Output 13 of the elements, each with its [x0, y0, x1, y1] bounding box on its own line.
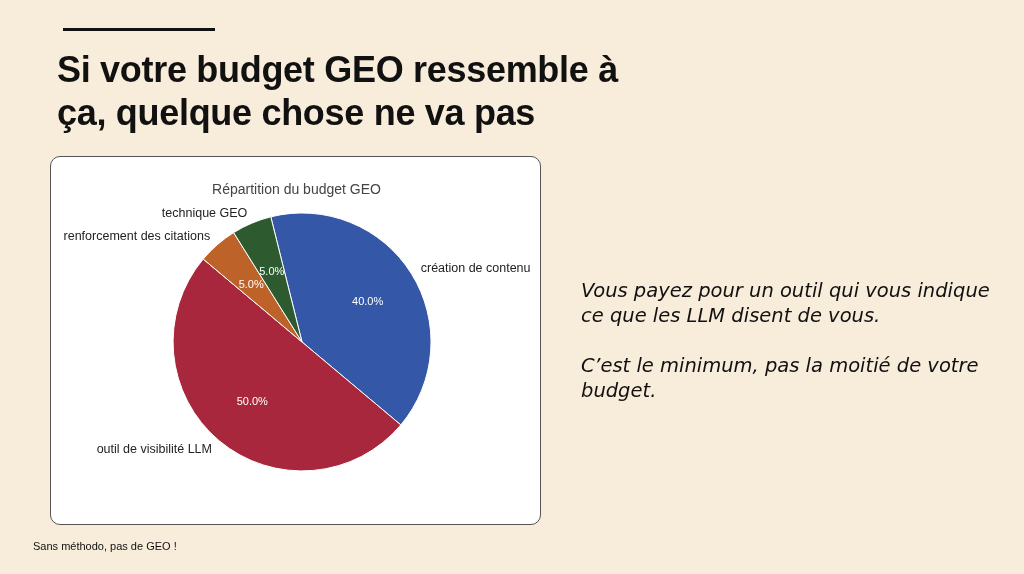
- slice-label: création de contenu: [420, 260, 531, 275]
- slice-label: outil de visibilité LLM: [96, 442, 213, 457]
- slice-label: renforcement des citations: [63, 229, 211, 244]
- data-label: 5.0%: [259, 264, 285, 277]
- slice-label: technique GEO: [161, 206, 248, 221]
- text: Sans méthodo, pas de GEO !: [33, 540, 177, 552]
- data-label: 5.0%: [238, 277, 264, 290]
- text: Vous payez pour un outil qui vous indique ce que les LLM disent de vous.: [581, 278, 991, 328]
- data-label: 50.0%: [236, 395, 269, 408]
- text: C’est le minimum, pas la moitié de votre budget.: [581, 353, 980, 403]
- chart-title: Si votre budget GEO ressemble à ça, quelque chose ne va pas: [57, 48, 620, 134]
- chart-subtitle: Répartition du budget GEO: [211, 181, 382, 197]
- data-label: 40.0%: [352, 294, 384, 307]
